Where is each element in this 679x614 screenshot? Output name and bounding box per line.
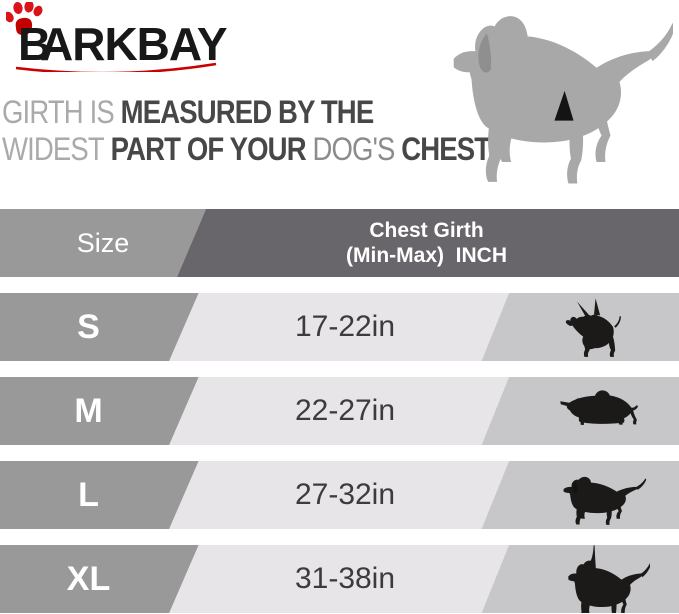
svg-text:ARKBAY: ARKBAY bbox=[40, 18, 227, 70]
svg-text:B: B bbox=[18, 18, 51, 70]
